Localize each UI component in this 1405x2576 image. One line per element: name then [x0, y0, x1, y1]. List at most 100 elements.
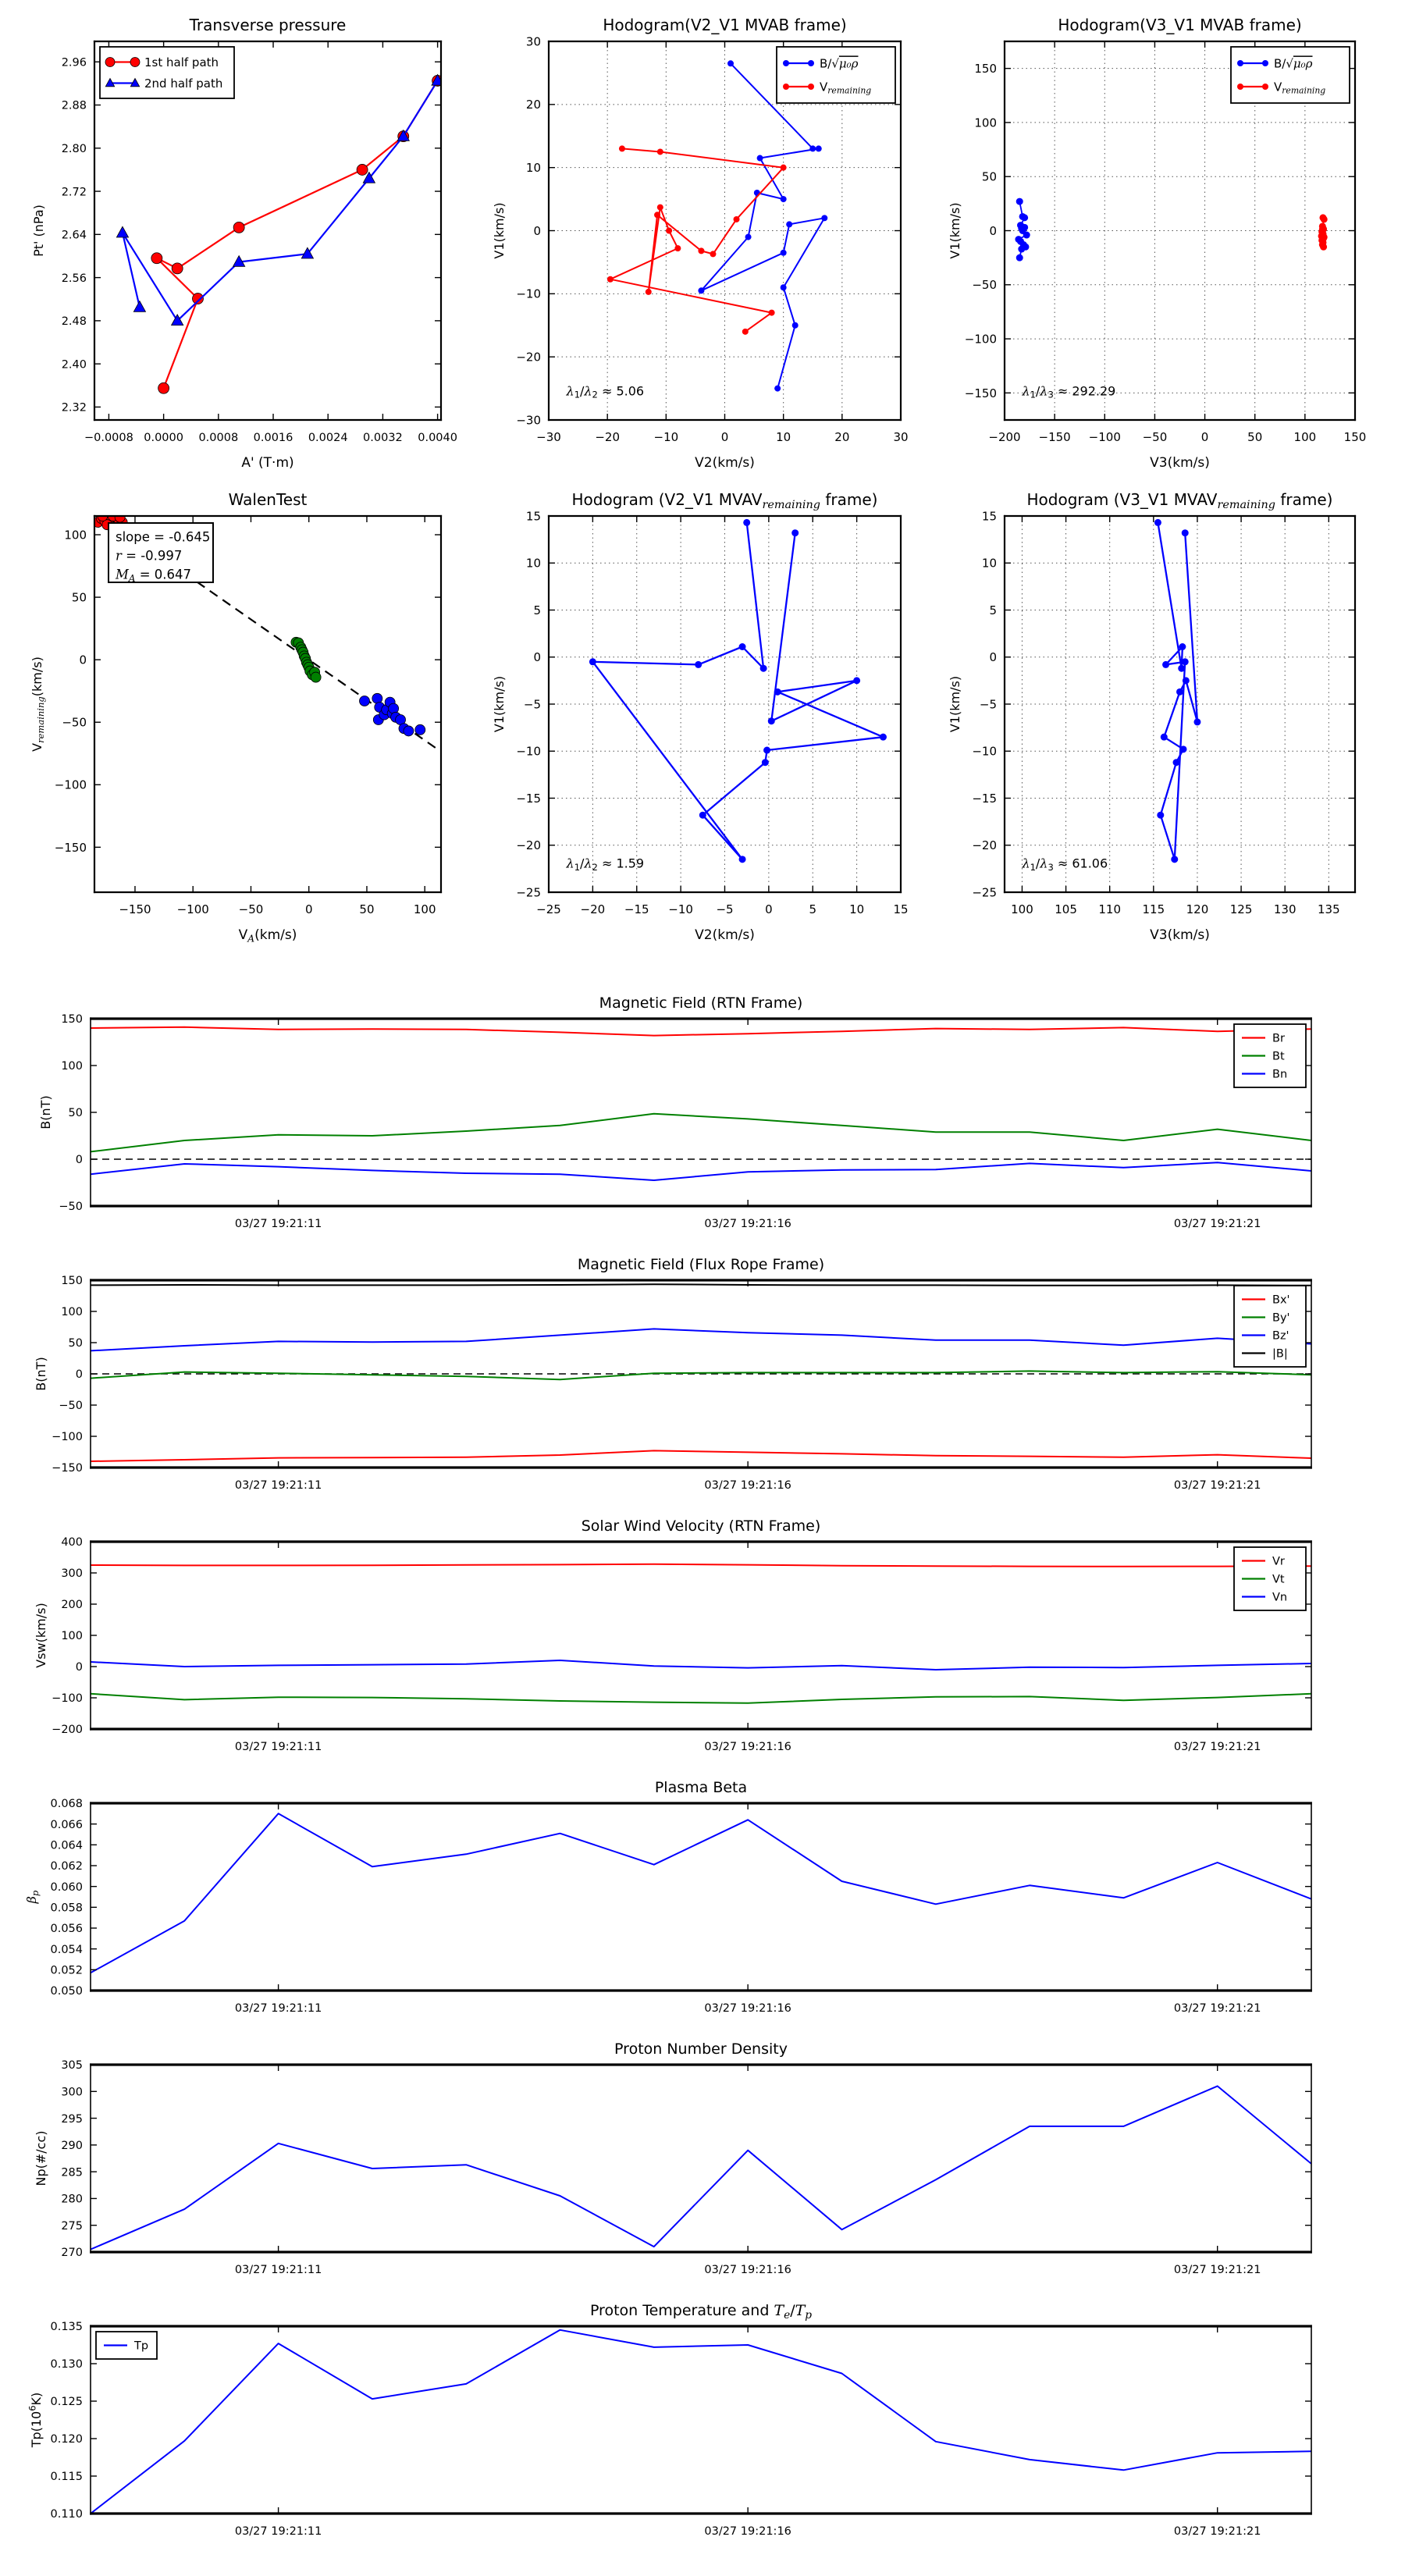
ticks	[91, 2325, 1311, 2514]
ticks	[1005, 515, 1355, 893]
legend-label: Bn	[1272, 1069, 1287, 1081]
legend-label: Bx'	[1272, 1294, 1290, 1307]
plot-proton-temperature: 03/27 19:21:11 03/27 19:21:16 03/27 19:21:…	[27, 2302, 1312, 2538]
plot-area	[91, 1019, 1311, 1206]
legend-label: Vt	[1272, 1574, 1285, 1586]
series-Bz-prime	[91, 1328, 1311, 1352]
y-tick-labels: 0.110 0.115 0.120 0.125 0.130 0.135	[50, 2321, 83, 2521]
x-tick-label: −10	[668, 902, 693, 916]
series-layer	[91, 1813, 1311, 1974]
plot-area	[91, 2065, 1311, 2252]
chart-title: Solar Wind Velocity (RTN Frame)	[582, 1517, 821, 1535]
x-tick-label: −10	[654, 430, 679, 444]
y-tick-label: 0	[76, 1661, 83, 1674]
y-tick-label: 20	[526, 98, 541, 112]
chart-title: Magnetic Field (Flux Rope Frame)	[578, 1256, 824, 1273]
x-tick-label: 5	[809, 902, 816, 916]
y-tick-label: 0.064	[50, 1840, 83, 1852]
y-tick-label: 0.130	[50, 2358, 83, 2371]
y-tick-label: 0.058	[50, 1902, 83, 1915]
x-tick-label: 125	[1230, 902, 1253, 916]
x-axis-label: V3(km/s)	[1150, 455, 1210, 471]
x-tick-label: −150	[1039, 430, 1071, 444]
legend: B/√μ₀ρ Vremaining	[776, 46, 896, 104]
series-Np	[91, 2085, 1311, 2250]
series-By-prime	[91, 1370, 1311, 1381]
stats-line: slope = -0.645	[116, 530, 210, 545]
series-layer	[606, 60, 828, 392]
y-tick-label: 100	[61, 1060, 83, 1073]
y-tick-labels: 270 275 280 285 290 295 300 305	[61, 2059, 83, 2259]
y-tick-label: 50	[69, 1337, 83, 1350]
x-tick-label: 50	[359, 902, 374, 916]
series-Vt	[91, 1692, 1311, 1704]
y-tick-label: −200	[52, 1724, 83, 1736]
y-tick-label: 0	[533, 224, 541, 238]
legend: Tp	[95, 2331, 158, 2360]
x-tick-label: 03/27 19:21:11	[235, 1218, 322, 1230]
y-tick-label: 200	[61, 1599, 83, 1611]
y-tick-label: 295	[61, 2113, 83, 2126]
y-axis-label: V1(km/s)	[948, 676, 962, 732]
legend: B/√μ₀ρ Vremaining	[1230, 46, 1350, 104]
y-tick-label: 270	[61, 2247, 83, 2259]
y-tick-label: 30	[526, 34, 541, 48]
x-tick-labels: −25 −20 −15 −10 −5 0 5 10 15	[536, 902, 908, 916]
y-tick-label: 0.115	[50, 2471, 83, 2483]
y-tick-label: −100	[52, 1431, 83, 1443]
x-tick-label: 100	[414, 902, 436, 916]
x-tick-labels: 03/27 19:21:11 03/27 19:21:16 03/27 19:21:…	[235, 1218, 1261, 1230]
x-tick-label: 03/27 19:21:16	[704, 1479, 791, 1492]
plot-hodogram-v2v1-mvab: −30 −20 −10 0 10 20 30 −30 −20 −10 0 10 20 30 Hodogram…	[492, 16, 909, 471]
legend-label: B/√μ₀ρ	[1274, 56, 1313, 70]
x-tick-label: −30	[536, 430, 561, 444]
y-tick-labels: 2.32 2.40 2.48 2.56 2.64 2.72 2.80 2.88 2.96	[62, 56, 87, 414]
y-tick-label: −10	[516, 287, 541, 301]
series-Bt	[91, 1112, 1311, 1153]
x-tick-label: 0.0008	[198, 432, 238, 444]
series-V-remaining-markers	[606, 145, 787, 335]
y-tick-label: 2.64	[62, 229, 87, 242]
annotation: λ1/λ3 ≈ 61.06	[1021, 856, 1108, 873]
y-tick-labels: −50 0 50 100 150	[59, 1013, 83, 1213]
y-tick-label: 100	[61, 1630, 83, 1642]
y-tick-label: 100	[64, 528, 87, 542]
y-tick-labels: 0.050 0.052 0.054 0.056 0.058 0.060 0.062 0.064…	[50, 1798, 83, 1998]
y-tick-label: 2.80	[62, 143, 87, 155]
y-tick-label: 0.056	[50, 1923, 83, 1935]
plot-vsw-rtn: 03/27 19:21:11 03/27 19:21:16 03/27 19:21:…	[34, 1517, 1312, 1753]
stats-line: r = -0.997	[116, 549, 182, 564]
series-Bn	[91, 1162, 1311, 1181]
stats-line: MA = 0.647	[115, 568, 191, 584]
plot-transverse-pressure: −0.0008 0.0000 0.0008 0.0016 0.0024 0.0032 0.0…	[31, 16, 457, 471]
y-tick-label: −10	[516, 745, 541, 759]
x-tick-labels: −30 −20 −10 0 10 20 30	[536, 430, 908, 444]
x-tick-label: 120	[1186, 902, 1209, 916]
ticks	[91, 2064, 1311, 2253]
y-tick-label: 2.48	[62, 315, 87, 328]
y-tick-label: −50	[62, 716, 87, 730]
legend-label: Br	[1272, 1033, 1285, 1045]
x-tick-labels: 03/27 19:21:11 03/27 19:21:16 03/27 19:21:…	[235, 1741, 1261, 1753]
x-tick-labels: −0.0008 0.0000 0.0008 0.0016 0.0024 0.0032 0.0…	[84, 432, 457, 444]
y-tick-label: −20	[516, 350, 541, 365]
x-tick-label: 10	[849, 902, 864, 916]
y-tick-label: 0.060	[50, 1881, 83, 1894]
x-tick-label: 03/27 19:21:16	[704, 1741, 791, 1753]
x-tick-label: −0.0008	[84, 432, 133, 444]
y-axis-label: βp	[24, 1890, 41, 1904]
y-axis-label: V1(km/s)	[948, 202, 962, 258]
y-tick-label: 150	[61, 1013, 83, 1026]
series-1st-half-path	[155, 80, 439, 389]
x-tick-label: 03/27 19:21:21	[1174, 2264, 1261, 2276]
y-tick-label: 2.96	[62, 56, 87, 69]
legend: Bx' By' Bz' |B|	[1233, 1285, 1307, 1368]
y-tick-label: 15	[526, 509, 541, 523]
chart-title: Hodogram (V2_V1 MVAVremaining frame)	[572, 490, 878, 511]
y-tick-label: 0	[989, 224, 997, 238]
y-tick-label: 2.56	[62, 272, 87, 285]
y-tick-label: 300	[61, 1567, 83, 1580]
y-tick-labels: −30 −20 −10 0 10 20 30	[516, 34, 541, 427]
x-tick-label: 0.0032	[363, 432, 403, 444]
x-tick-label: 03/27 19:21:11	[235, 2525, 322, 2538]
